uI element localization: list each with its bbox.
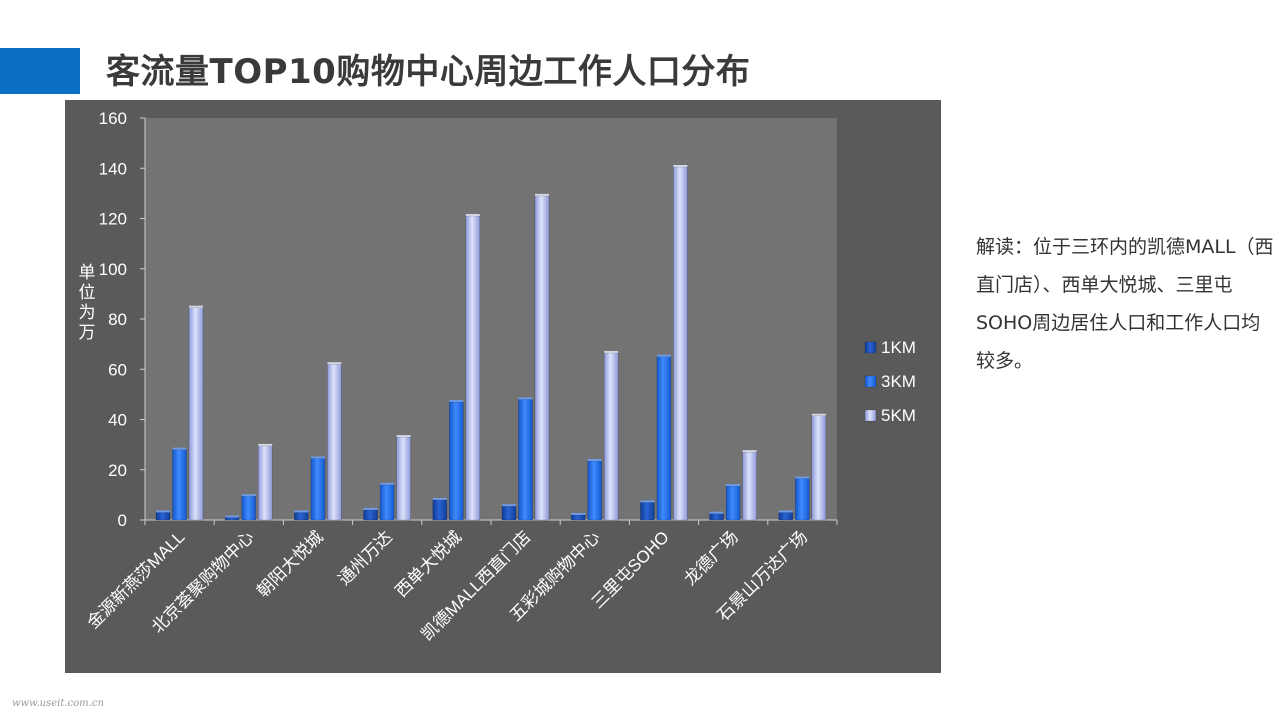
bar-3km: [379, 484, 395, 521]
bar-5km: [534, 195, 550, 521]
bar-cap: [518, 397, 533, 400]
bar-cap: [172, 447, 187, 450]
bar-5km: [811, 415, 827, 521]
bar-3km: [656, 356, 672, 521]
bar-1km: [155, 512, 171, 521]
y-tick-label: 140: [99, 159, 127, 178]
bar-5km: [257, 445, 273, 521]
x-tick-label: 朝阳大悦城: [253, 527, 327, 601]
legend-label-3km: 3KM: [881, 372, 916, 391]
bar-cap: [432, 497, 447, 500]
bar-5km: [603, 352, 619, 521]
bar-cap: [258, 443, 273, 446]
y-axis-label: 单位为万: [79, 263, 96, 342]
bar-1km: [294, 512, 309, 521]
bar-cap: [604, 350, 619, 353]
bar-cap: [327, 362, 342, 365]
bar-cap: [673, 164, 688, 167]
title-accent-bar: [0, 48, 80, 94]
y-axis-label-char: 单: [79, 263, 96, 282]
legend-label-1km: 1KM: [881, 338, 916, 357]
bar-cap: [795, 476, 810, 479]
plot-area: [145, 118, 837, 520]
bar-1km: [570, 514, 586, 521]
watermark: www.useit.com.cn: [12, 698, 104, 709]
bar-5km: [396, 436, 411, 521]
y-tick-label: 20: [108, 461, 127, 480]
bar-cap: [726, 484, 741, 487]
bar-cap: [571, 512, 586, 515]
bar-5km: [465, 215, 481, 521]
legend-label-5km: 5KM: [881, 406, 916, 425]
y-axis-label-char: 位: [79, 283, 96, 302]
bar-3km: [518, 399, 533, 521]
y-tick-label: 100: [99, 260, 127, 279]
y-tick-label: 120: [99, 210, 127, 229]
y-tick-label: 160: [99, 109, 127, 128]
bar-cap: [640, 500, 655, 503]
bar-cap: [225, 515, 240, 518]
bar-cap: [189, 305, 203, 308]
bar-3km: [448, 401, 464, 521]
bar-3km: [725, 485, 741, 521]
bar-1km: [432, 499, 448, 521]
bar-cap: [449, 399, 464, 402]
legend-swatch-5km: [864, 409, 877, 422]
bar-5km: [742, 451, 757, 521]
bar-cap: [502, 504, 516, 507]
bar-cap: [742, 450, 757, 453]
bar-1km: [363, 509, 378, 521]
bar-1km: [640, 502, 655, 521]
bar-1km: [709, 513, 724, 521]
x-tick-label: 龙德广场: [681, 527, 743, 589]
bar-3km: [241, 495, 256, 521]
x-tick-label: 西单大悦城: [392, 527, 466, 601]
bar-cap: [363, 507, 378, 510]
bar-cap: [465, 213, 480, 216]
y-tick-label: 80: [108, 310, 127, 329]
y-tick-label: 60: [108, 360, 127, 379]
bar-cap: [294, 510, 309, 513]
chart-container: 0 20 40 60 80 100 120 140 160 单位为万 金源新燕莎MALL 北京荟聚购物…: [65, 100, 941, 673]
bar-cap: [535, 193, 549, 196]
bar-cap: [656, 354, 671, 357]
bar-5km: [188, 307, 204, 521]
bar-3km: [172, 449, 187, 521]
legend-swatch-3km: [864, 375, 877, 388]
bar-cap: [310, 456, 325, 459]
bar-5km: [673, 166, 688, 521]
y-tick-label: 0: [118, 511, 127, 530]
y-axis-label-char: 为: [79, 303, 96, 322]
bar-cap: [396, 435, 411, 438]
bar-1km: [224, 517, 240, 521]
bar-cap: [156, 510, 170, 513]
bar-1km: [778, 512, 794, 521]
bar-cap: [811, 413, 826, 416]
y-axis-label-char: 万: [79, 323, 96, 342]
x-tick-label: 通州万达: [335, 527, 397, 589]
bar-3km: [794, 478, 810, 521]
bar-3km: [587, 460, 603, 521]
bar-cap: [709, 511, 724, 514]
bar-1km: [501, 505, 517, 521]
bar-3km: [310, 458, 326, 521]
page-title: 客流量TOP10购物中心周边工作人口分布: [106, 52, 751, 92]
bar-chart: 020406080100120140160单位为万金源新燕莎MALL北京荟聚购物…: [79, 109, 916, 644]
bar-cap: [778, 510, 793, 513]
bar-cap: [587, 458, 602, 461]
legend-swatch-1km: [864, 341, 877, 354]
bar-cap: [380, 482, 395, 485]
bar-5km: [327, 363, 342, 521]
bar-cap: [241, 494, 256, 497]
chart-commentary: 解读：位于三环内的凯德MALL（西直门店）、西单大悦城、三里屯SOHO周边居住人…: [976, 236, 1274, 372]
y-tick-label: 40: [108, 411, 127, 430]
